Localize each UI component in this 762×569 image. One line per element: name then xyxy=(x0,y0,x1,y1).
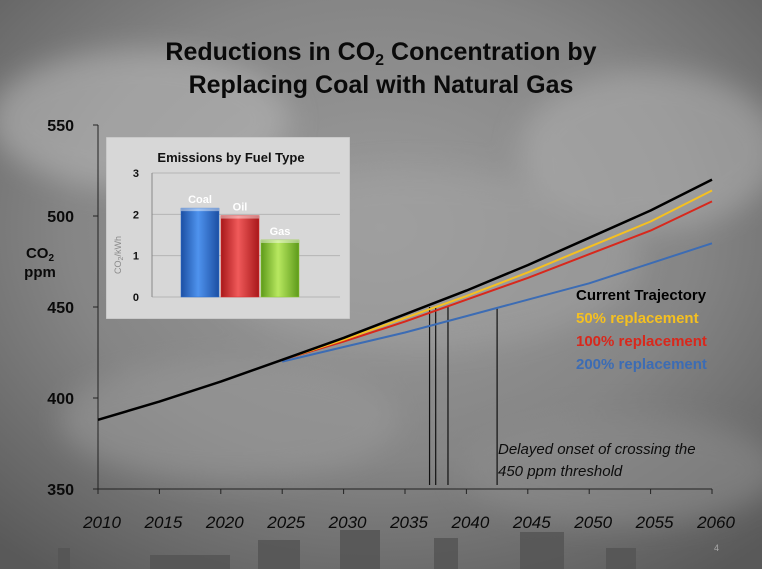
series-line-r200 xyxy=(281,242,713,363)
y-tick-label: 400 xyxy=(47,391,74,408)
x-tick-label: 2010 xyxy=(82,513,121,532)
inset-y-label: CO2/kWh xyxy=(113,236,125,274)
y-tick-label: 450 xyxy=(47,300,74,317)
x-tick-label: 2020 xyxy=(205,513,244,532)
inset-bar-label: Coal xyxy=(188,194,212,206)
y-axis-label: CO2 ppm xyxy=(24,245,56,281)
page-number: 4 xyxy=(714,543,720,553)
x-tick-label: 2030 xyxy=(328,513,367,532)
y-tick-label: 350 xyxy=(47,482,74,499)
inset-y-tick-label: 3 xyxy=(133,168,139,180)
emissions-inset-chart: Emissions by Fuel Type CO2/kWh 0 1 2 3 Coal… xyxy=(106,137,350,319)
x-tick-label: 2040 xyxy=(450,513,489,532)
legend-item-current: Current Trajectory xyxy=(576,287,707,304)
series-line-r100 xyxy=(281,200,713,361)
legend: Current Trajectory 50% replacement 100% … xyxy=(576,284,707,376)
legend-item-50: 50% replacement xyxy=(576,310,699,327)
inset-bar-highlight xyxy=(221,215,259,219)
inset-bar-label: Oil xyxy=(233,202,248,214)
inset-bar-highlight xyxy=(181,208,219,212)
x-tick-label: 2045 xyxy=(512,513,551,532)
x-tick-label: 2055 xyxy=(635,513,674,532)
x-tick-label: 2050 xyxy=(573,513,612,532)
x-tick-label: 2060 xyxy=(696,513,735,532)
chart-title: Reductions in CO2 Concentration by Repla… xyxy=(165,38,597,99)
series-line-r50 xyxy=(281,189,713,361)
x-tick-label: 2035 xyxy=(389,513,428,532)
y-tick-label: 500 xyxy=(47,209,74,226)
x-tick-label: 2025 xyxy=(266,513,305,532)
inset-y-tick-label: 0 xyxy=(133,292,139,304)
inset-title: Emissions by Fuel Type xyxy=(157,150,304,165)
inset-bar-oil xyxy=(220,215,260,298)
inset-y-tick-label: 1 xyxy=(133,251,139,263)
series-line-current xyxy=(97,178,713,421)
inset-bar-highlight xyxy=(261,239,299,243)
inset-bar-gas xyxy=(260,239,300,298)
inset-bar-label: Gas xyxy=(270,226,291,238)
threshold-annotation: Delayed onset of crossing the 450 ppm th… xyxy=(498,441,696,480)
inset-y-tick-label: 2 xyxy=(133,209,139,221)
inset-bar-coal xyxy=(180,207,220,298)
x-tick-label: 2015 xyxy=(143,513,182,532)
legend-item-200: 200% replacement xyxy=(576,356,707,373)
legend-item-100: 100% replacement xyxy=(576,333,707,350)
y-tick-label: 550 xyxy=(47,118,74,135)
